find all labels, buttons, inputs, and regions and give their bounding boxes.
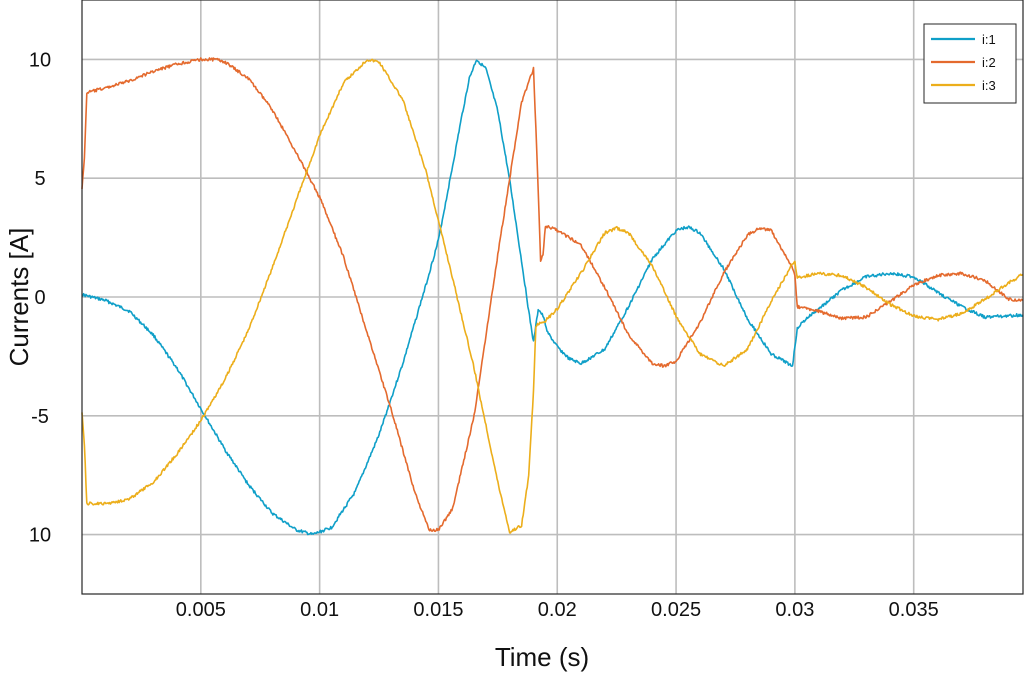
series-line-i3 xyxy=(81,58,1024,534)
plot-frame xyxy=(81,0,1024,595)
x-tick-label: 0.015 xyxy=(413,599,463,621)
legend-entry-label: i:2 xyxy=(982,55,996,70)
legend-entry-label: i:1 xyxy=(982,32,996,47)
x-tick-label: 0.025 xyxy=(651,599,701,621)
y-axis-label: Currents [A] xyxy=(4,228,34,367)
y-tick-label: 5 xyxy=(34,168,45,190)
x-tick-label: 0.03 xyxy=(775,599,814,621)
x-tick-label: 0.035 xyxy=(889,599,939,621)
legend-box xyxy=(923,23,1017,104)
x-tick-label: 0.01 xyxy=(300,599,339,621)
y-tick-label: 10 xyxy=(29,525,51,547)
series-layer xyxy=(81,57,1024,536)
legend-entry-label: i:3 xyxy=(982,78,996,93)
x-tick-labels: 0.005 0.01 0.015 0.02 0.025 0.03 0.035 xyxy=(176,599,939,621)
y-tick-label: 0 xyxy=(34,287,45,309)
series-line-i1 xyxy=(81,59,1024,536)
x-tick-label: 0.02 xyxy=(538,599,577,621)
y-tick-label: 10 xyxy=(29,49,51,71)
y-tick-labels: 10 5 0 -5 10 xyxy=(29,49,51,546)
x-axis-label: Time (s) xyxy=(495,642,589,672)
legend: i:1 i:2 i:3 xyxy=(923,23,1017,104)
y-tick-label: -5 xyxy=(31,406,49,428)
x-tick-label: 0.005 xyxy=(176,599,226,621)
series-line-i2 xyxy=(81,57,1024,533)
grid-lines xyxy=(82,0,1023,594)
